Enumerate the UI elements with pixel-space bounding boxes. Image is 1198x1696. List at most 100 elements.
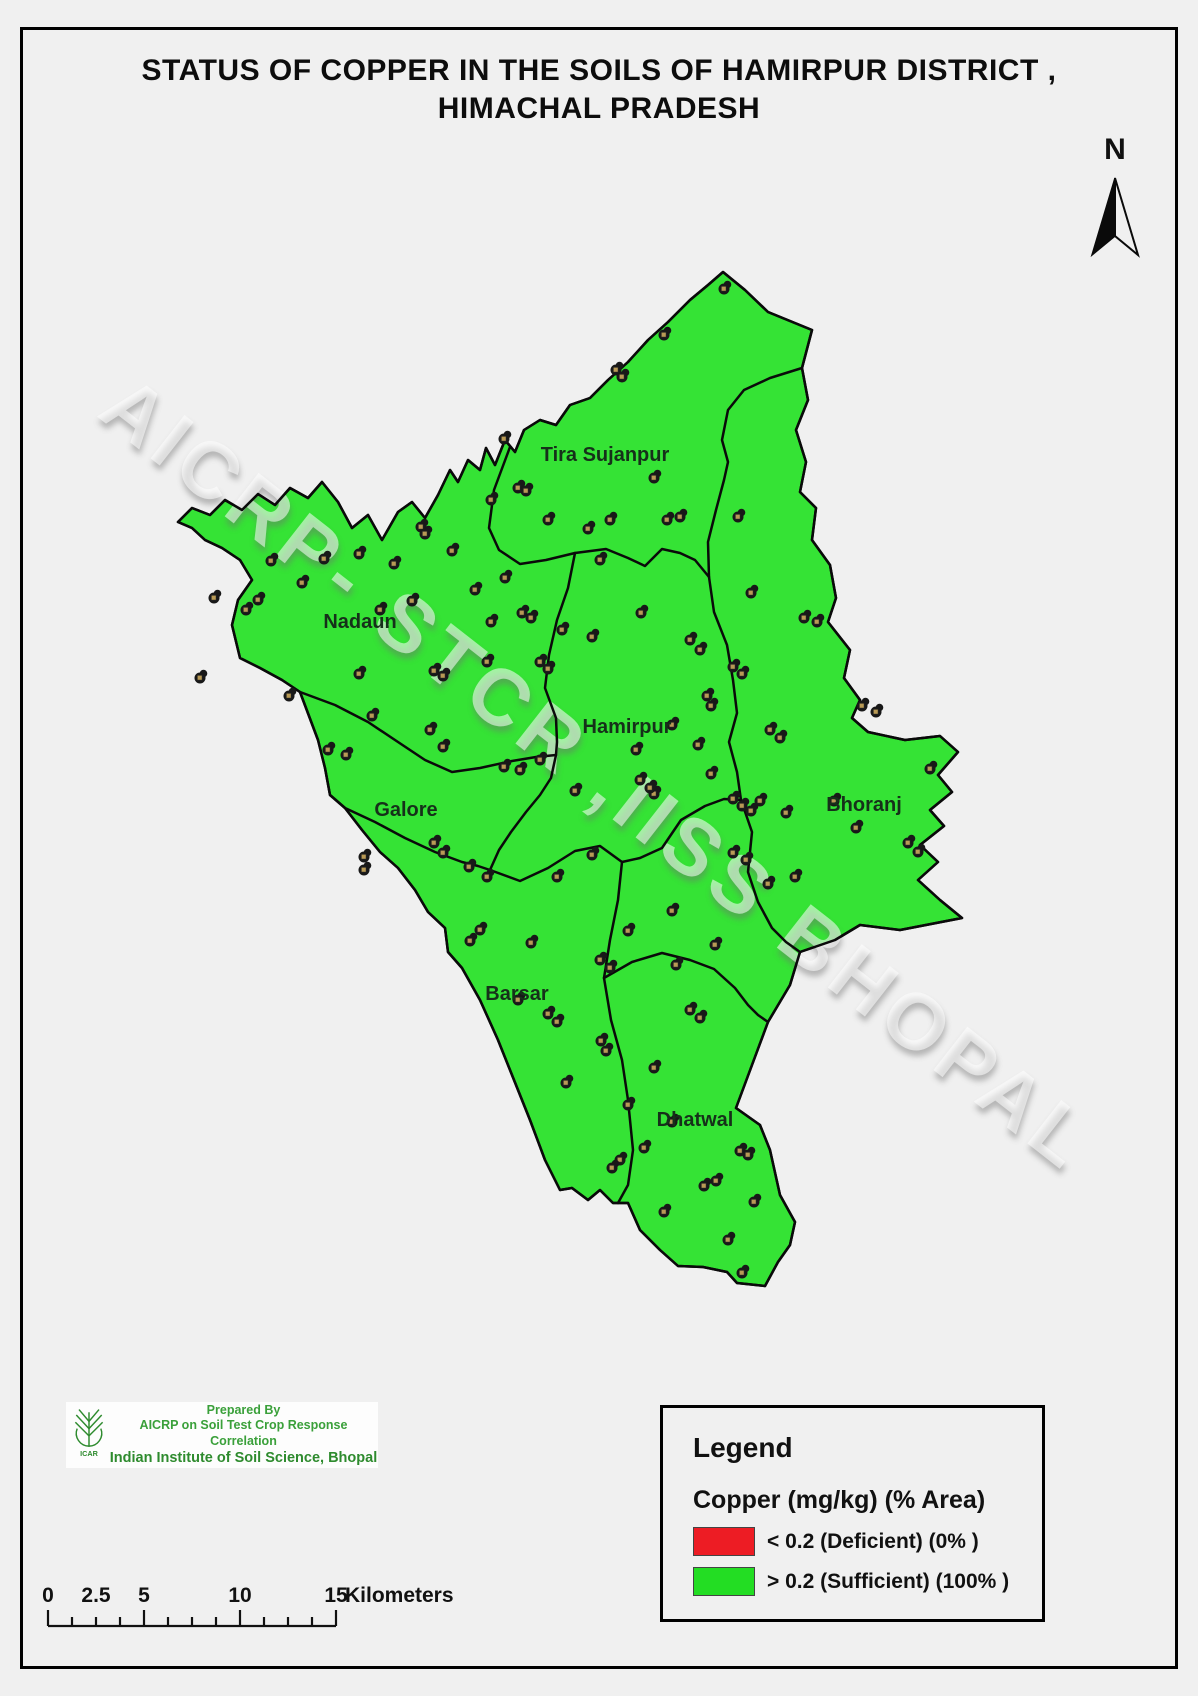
sample-point xyxy=(469,581,483,596)
region-label-galore: Galore xyxy=(374,799,437,821)
region-label-tira-sujanpur: Tira Sujanpur xyxy=(541,444,670,466)
sample-point xyxy=(732,508,746,523)
sample-point xyxy=(446,542,460,557)
sample-point xyxy=(252,591,266,606)
region-label-dhatwal: Dhatwal xyxy=(657,1109,734,1131)
sample-point xyxy=(366,707,380,722)
sample-point xyxy=(902,834,916,849)
sample-point xyxy=(569,782,583,797)
sample-point xyxy=(764,721,778,736)
sample-point xyxy=(718,280,732,295)
sample-point xyxy=(485,613,499,628)
scale-tick-label: 15 xyxy=(324,1584,348,1607)
region-labels-layer: Tira Sujanpur Nadaun Hamirpur Galore Bhoranj… xyxy=(323,444,901,1131)
sample-point xyxy=(514,761,528,776)
sample-point xyxy=(736,1264,750,1279)
sample-point xyxy=(622,1096,636,1111)
sample-point xyxy=(622,922,636,937)
sample-point xyxy=(648,1059,662,1074)
sample-point xyxy=(780,804,794,819)
sample-point xyxy=(604,511,618,526)
north-arrow: N xyxy=(1080,133,1150,268)
legend-box: Legend Copper (mg/kg) (% Area) < 0.2 (De… xyxy=(660,1405,1045,1622)
scale-bar-ruler xyxy=(46,1610,338,1628)
sample-point xyxy=(208,589,222,604)
sample-point xyxy=(353,545,367,560)
sample-point xyxy=(499,569,513,584)
sample-point xyxy=(551,868,565,883)
sample-point xyxy=(485,491,499,506)
legend-entry-1: > 0.2 (Sufficient) (100% ) xyxy=(693,1567,1042,1596)
sample-point xyxy=(582,520,596,535)
scale-tick-label: 0 xyxy=(42,1584,54,1607)
sample-point xyxy=(638,1139,652,1154)
sample-point xyxy=(283,687,297,702)
sample-point xyxy=(705,765,719,780)
sample-point xyxy=(406,592,420,607)
boundary-hamirpur-south xyxy=(488,797,743,883)
sample-point xyxy=(594,551,608,566)
sample-point xyxy=(606,1159,620,1174)
scale-tick-label: 10 xyxy=(228,1584,251,1607)
map-title: STATUS OF COPPER IN THE SOILS OF HAMIRPU… xyxy=(0,52,1198,128)
prepared-by-line1: Prepared By xyxy=(206,1402,281,1417)
sample-point xyxy=(692,736,706,751)
legend-swatch-1 xyxy=(693,1567,755,1596)
sample-point xyxy=(353,665,367,680)
icar-logo-caption: ICAR xyxy=(80,1449,99,1458)
boundary-sujanpur-south xyxy=(487,445,711,579)
sample-point xyxy=(424,721,438,736)
sample-point xyxy=(464,932,478,947)
sample-point xyxy=(322,741,336,756)
sample-point xyxy=(745,584,759,599)
sample-point xyxy=(684,631,698,646)
sample-point xyxy=(551,1013,565,1028)
sample-point xyxy=(710,1172,724,1187)
scale-tick-label: 5 xyxy=(138,1584,150,1607)
sample-point xyxy=(194,669,208,684)
sample-point xyxy=(481,653,495,668)
sample-point xyxy=(694,641,708,656)
sample-point xyxy=(463,858,477,873)
region-label-bhoranj: Bhoranj xyxy=(826,794,902,816)
boundary-nadaun-galore xyxy=(298,690,558,774)
sample-point xyxy=(358,861,372,876)
sample-point xyxy=(912,843,926,858)
sample-point xyxy=(727,844,741,859)
map-title-line2: HIMACHAL PRADESH xyxy=(437,92,761,125)
legend-subtitle: Copper (mg/kg) (% Area) xyxy=(693,1486,986,1514)
boundary-galore-barsar xyxy=(343,806,492,872)
sample-point xyxy=(474,921,488,936)
sample-point xyxy=(498,758,512,773)
sample-point xyxy=(358,848,372,863)
prepared-by-line3: Indian Institute of Soil Science, Bhopal xyxy=(109,1450,378,1467)
sample-point xyxy=(265,552,279,567)
district-outline xyxy=(176,270,964,1288)
sample-point xyxy=(635,604,649,619)
sample-point xyxy=(924,760,938,775)
sample-point xyxy=(666,902,680,917)
sample-point xyxy=(340,746,354,761)
legend-label-0: < 0.2 (Deficient) (0% ) xyxy=(767,1529,979,1553)
scale-tick-label: 2.5 xyxy=(81,1584,111,1607)
legend-title: Legend xyxy=(693,1432,793,1463)
north-arrow-icon xyxy=(1090,177,1140,258)
region-label-hamirpur: Hamirpur xyxy=(583,716,672,738)
sample-point xyxy=(542,511,556,526)
sample-point xyxy=(560,1074,574,1089)
sample-point xyxy=(694,1009,708,1024)
sample-point xyxy=(870,703,884,718)
sample-point xyxy=(850,819,864,834)
prepared-by-box: ICAR Prepared By AICRP on Soil Test Crop… xyxy=(66,1402,378,1468)
tehsil-boundaries xyxy=(298,366,804,1205)
map-title-line1: STATUS OF COPPER IN THE SOILS OF HAMIRPU… xyxy=(141,54,1057,87)
icar-logo: ICAR xyxy=(74,1409,104,1458)
boundary-dhatwal-north xyxy=(602,951,770,1024)
sample-point xyxy=(740,851,754,866)
sample-point xyxy=(722,1231,736,1246)
sample-point xyxy=(684,1001,698,1016)
sample-point xyxy=(240,601,254,616)
